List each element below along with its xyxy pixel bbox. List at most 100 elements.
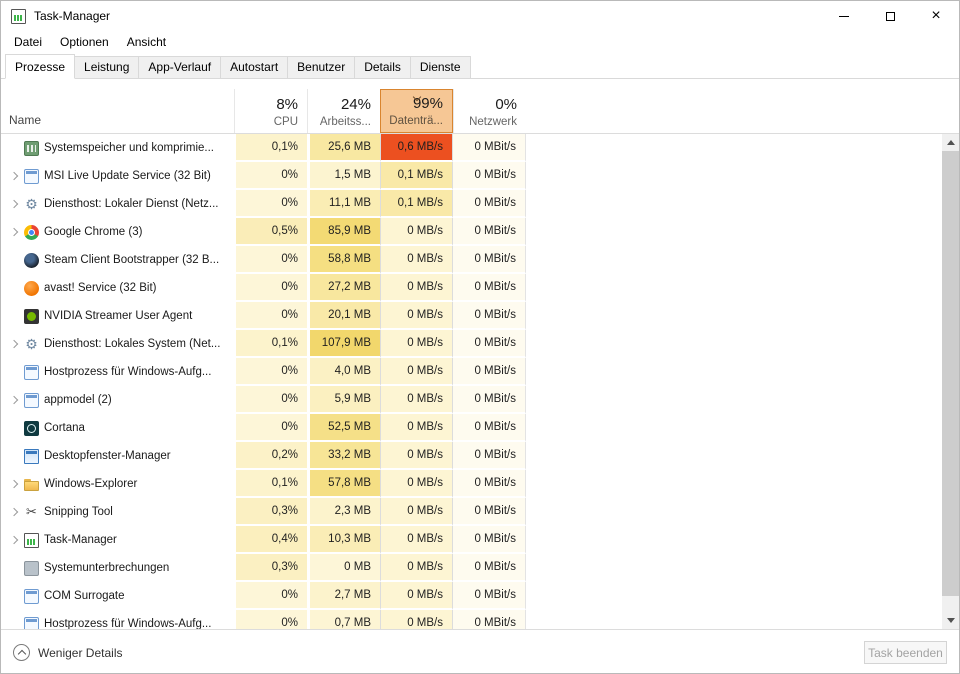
process-row[interactable]: avast! Service (32 Bit) 0% 27,2 MB 0 MB/s 0 … — [1, 274, 528, 302]
process-row[interactable]: MSI Live Update Service (32 Bit) 0% 1,5 MB… — [1, 162, 528, 190]
process-name: Hostprozess für Windows-Aufg... — [44, 366, 212, 378]
expand-chevron-icon[interactable] — [9, 339, 19, 349]
menu-optionen[interactable]: Optionen — [60, 35, 109, 49]
disk-cell: 0 MB/s — [380, 218, 453, 246]
network-cell: 0 MBit/s — [453, 610, 526, 629]
tab-app-verlauf[interactable]: App-Verlauf — [138, 56, 222, 78]
cpu-cell: 0% — [234, 582, 307, 610]
process-name: MSI Live Update Service (32 Bit) — [44, 170, 211, 182]
process-name: Task-Manager — [44, 534, 117, 546]
expand-chevron-icon[interactable] — [9, 227, 19, 237]
cpu-cell: 0,2% — [234, 442, 307, 470]
tab-benutzer[interactable]: Benutzer — [287, 56, 356, 78]
column-header-network[interactable]: 0% Netzwerk — [453, 89, 526, 133]
process-row[interactable]: Cortana 0% 52,5 MB 0 MB/s 0 MBit/s — [1, 414, 528, 442]
memory-cell: 85,9 MB — [307, 218, 380, 246]
disk-cell: 0 MB/s — [380, 442, 453, 470]
process-row[interactable]: Snipping Tool 0,3%2,3 MB0 MB/s0 MBit/s — [1, 498, 528, 526]
scrollbar-down-button[interactable] — [942, 612, 959, 629]
cpu-cell: 0% — [234, 358, 307, 386]
process-row[interactable]: Windows-Explorer 0,1% 57,8 MB 0 MB/s 0 MBit/… — [1, 470, 528, 498]
disk-cell: 0,1 MB/s — [380, 162, 453, 190]
cpu-cell: 0% — [234, 386, 307, 414]
scissors-icon — [24, 505, 39, 520]
network-cell: 0 MBit/s — [453, 470, 526, 498]
footer-bar: Weniger Details Task beenden — [1, 629, 959, 673]
network-cell: 0 MBit/s — [453, 442, 526, 470]
process-name-cell: Systemunterbrechungen — [1, 554, 234, 582]
fewer-details-label: Weniger Details — [38, 645, 123, 660]
maximize-button[interactable] — [867, 1, 913, 31]
process-row[interactable]: Diensthost: Lokaler Dienst (Netz... 0%11,… — [1, 190, 528, 218]
menu-datei[interactable]: Datei — [14, 35, 43, 49]
column-header-memory[interactable]: 24% Arbeitss... — [307, 89, 380, 133]
tab-dienste[interactable]: Dienste — [409, 56, 471, 78]
menu-ansicht[interactable]: Ansicht — [126, 35, 167, 49]
cpu-cell: 0,3% — [234, 498, 307, 526]
expand-chevron-icon[interactable] — [9, 479, 19, 489]
cpu-cell: 0% — [234, 274, 307, 302]
generic-app-icon — [24, 364, 39, 380]
process-row[interactable]: Systemspeicher und komprimie... 0,1% 25,6 … — [1, 134, 528, 162]
memory-cell: 5,9 MB — [307, 386, 380, 414]
process-row[interactable]: appmodel (2) 0% 5,9 MB 0 MB/s 0 MBit/s — [1, 386, 528, 414]
scrollbar-up-button[interactable] — [942, 134, 959, 151]
column-header-cpu[interactable]: 8% CPU — [234, 89, 307, 133]
disk-cell: 0,6 MB/s — [380, 134, 453, 162]
network-cell: 0 MBit/s — [453, 554, 526, 582]
process-name-cell: Diensthost: Lokaler Dienst (Netz... — [1, 190, 234, 218]
cpu-cell: 0,1% — [234, 470, 307, 498]
memory-cell: 1,5 MB — [307, 162, 380, 190]
expand-chevron-icon[interactable] — [9, 507, 19, 517]
disk-cell: 0 MB/s — [380, 358, 453, 386]
process-row[interactable]: NVIDIA Streamer User Agent 0% 20,1 MB 0 MB/… — [1, 302, 528, 330]
window-icon — [24, 448, 39, 464]
chevron-placeholder — [9, 367, 19, 377]
name-column-label: Name — [9, 113, 42, 127]
process-row[interactable]: Hostprozess für Windows-Aufg... 0% 0,7 MB 0… — [1, 610, 528, 629]
disk-cell: 0 MB/s — [380, 582, 453, 610]
tab-autostart[interactable]: Autostart — [220, 56, 289, 78]
network-cell: 0 MBit/s — [453, 134, 526, 162]
minimize-button[interactable] — [821, 1, 867, 31]
process-row[interactable]: Google Chrome (3) 0,5% 85,9 MB 0 MB/s 0 MBit… — [1, 218, 528, 246]
close-button[interactable]: × — [913, 1, 959, 31]
disk-cell: 0,1 MB/s — [380, 190, 453, 218]
memory-cell: 57,8 MB — [307, 470, 380, 498]
process-row[interactable]: Desktopfenster-Manager 0,2% 33,2 MB 0 MB/s 0… — [1, 442, 528, 470]
column-header-disk[interactable]: 99% Datenträ... — [380, 89, 453, 133]
cpu-cell: 0% — [234, 414, 307, 442]
process-row[interactable]: Diensthost: Lokales System (Net... 0,1%10… — [1, 330, 528, 358]
process-row[interactable]: Hostprozess für Windows-Aufg... 0% 4,0 MB 0… — [1, 358, 528, 386]
system-icon — [24, 560, 39, 576]
network-cell: 0 MBit/s — [453, 190, 526, 218]
process-row[interactable]: Task-Manager 0,4% 10,3 MB 0 MB/s 0 MBit/s — [1, 526, 528, 554]
vertical-scrollbar[interactable] — [942, 134, 959, 629]
fewer-details-toggle[interactable]: Weniger Details — [13, 644, 122, 661]
tab-leistung[interactable]: Leistung — [74, 56, 140, 78]
memory-column-label: Arbeitss... — [319, 116, 371, 128]
minimize-icon — [839, 15, 849, 17]
scrollbar-thumb[interactable] — [942, 151, 959, 596]
disk-cell: 0 MB/s — [380, 470, 453, 498]
column-header-name[interactable]: Name — [1, 89, 234, 133]
tab-details[interactable]: Details — [354, 56, 411, 78]
expand-chevron-icon[interactable] — [9, 535, 19, 545]
end-task-button[interactable]: Task beenden — [864, 641, 947, 664]
process-row[interactable]: COM Surrogate 0% 2,7 MB 0 MB/s 0 MBit/s — [1, 582, 528, 610]
memory-cell: 107,9 MB — [307, 330, 380, 358]
memory-cell: 20,1 MB — [307, 302, 380, 330]
process-row[interactable]: Steam Client Bootstrapper (32 B... 0% 58,8… — [1, 246, 528, 274]
disk-cell: 0 MB/s — [380, 330, 453, 358]
process-row[interactable]: Systemunterbrechungen 0,3% 0 MB 0 MB/s 0 MBi… — [1, 554, 528, 582]
process-name-cell: Steam Client Bootstrapper (32 B... — [1, 246, 234, 274]
process-name-cell: Hostprozess für Windows-Aufg... — [1, 610, 234, 629]
tab-prozesse[interactable]: Prozesse — [5, 54, 76, 79]
chevron-placeholder — [9, 423, 19, 433]
expand-chevron-icon[interactable] — [9, 395, 19, 405]
memory-cell: 25,6 MB — [307, 134, 380, 162]
expand-chevron-icon[interactable] — [9, 199, 19, 209]
expand-chevron-icon[interactable] — [9, 171, 19, 181]
window-title: Task-Manager — [34, 9, 111, 23]
process-name: Systemspeicher und komprimie... — [44, 142, 215, 154]
